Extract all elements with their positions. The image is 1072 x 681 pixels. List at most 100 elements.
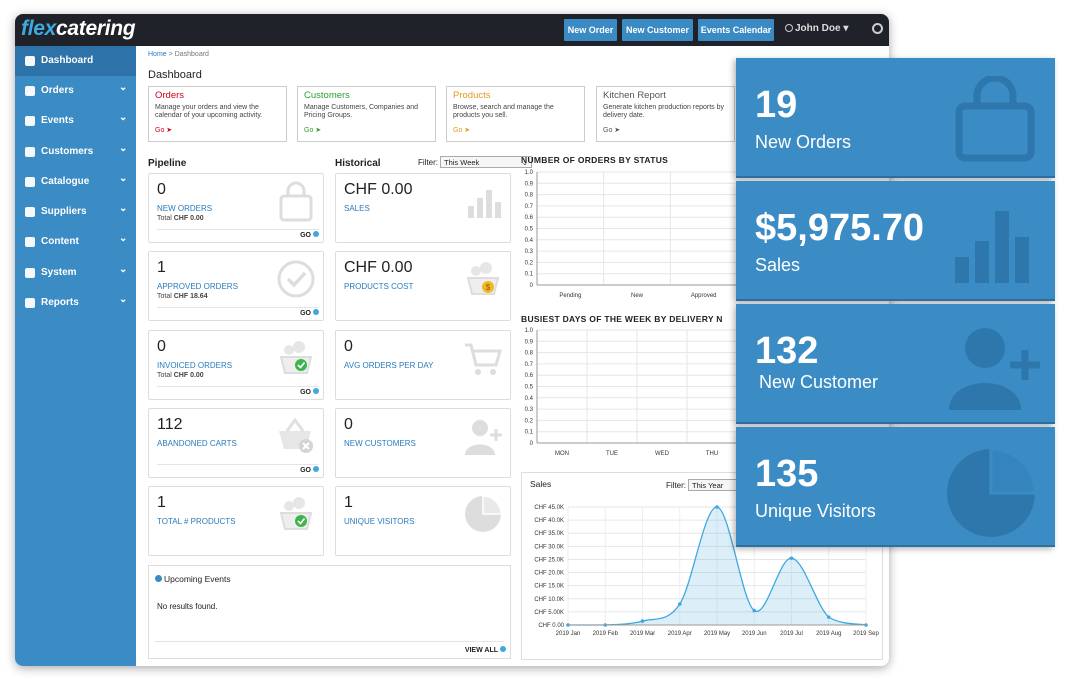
x-tick-label: 2019 Apr <box>668 631 692 637</box>
events-calendar-button[interactable]: Events Calendar <box>698 19 774 41</box>
y-tick-label: CHF 0.00 <box>538 623 564 629</box>
x-tick-label: 2019 Sep <box>853 631 879 637</box>
y-tick-label: 0.9 <box>525 339 534 345</box>
go-link[interactable]: GO <box>300 309 319 317</box>
food-basket-coin-icon: $ <box>466 262 500 295</box>
stat-card-abandoned-carts[interactable]: 112 ABANDONED CARTS GO <box>148 408 324 478</box>
stat-card-invoiced-orders[interactable]: 0 INVOICED ORDERS Total CHF 0.00 GO <box>148 330 324 400</box>
x-tick-label: Pending <box>559 293 581 299</box>
stat-card-products-cost[interactable]: CHF 0.00 PRODUCTS COST $ <box>335 251 511 321</box>
quick-card-customers[interactable]: Customers Manage Customers, Companies an… <box>297 86 436 142</box>
stat-value: 0 <box>344 416 353 433</box>
sidebar-item-suppliers[interactable]: Suppliers ⌄ <box>15 197 136 227</box>
sidebar-item-catalogue[interactable]: Catalogue ⌄ <box>15 167 136 197</box>
stat-card-unique-visitors[interactable]: 1 UNIQUE VISITORS <box>335 486 511 556</box>
user-menu[interactable]: John Doe ▾ <box>785 23 848 34</box>
y-tick-label: 0.3 <box>525 249 534 255</box>
y-tick-label: 0.5 <box>525 227 534 233</box>
go-link[interactable]: Go ➤ <box>304 126 322 134</box>
quick-card-products[interactable]: Products Browse, search and manage the p… <box>446 86 585 142</box>
x-tick-label: New <box>631 293 644 299</box>
x-tick-label: 2019 Jul <box>780 631 803 637</box>
new-customer-button[interactable]: New Customer <box>622 19 693 41</box>
sidebar-item-system[interactable]: System ⌄ <box>15 258 136 288</box>
overlay-value: 132 <box>755 330 819 372</box>
new-order-button[interactable]: New Order <box>564 19 617 41</box>
breadcrumb-current: Dashboard <box>174 51 209 58</box>
breadcrumb-home[interactable]: Home <box>148 51 167 58</box>
users-icon <box>25 147 35 157</box>
sidebar-item-orders[interactable]: Orders ⌄ <box>15 76 136 106</box>
svg-text:$: $ <box>486 283 491 292</box>
sales-filter-select[interactable]: This Year <box>688 479 738 491</box>
sidebar-item-content[interactable]: Content ⌄ <box>15 227 136 257</box>
y-tick-label: CHF 15.0K <box>534 584 564 590</box>
data-point <box>789 556 794 560</box>
user-icon <box>785 24 793 32</box>
stat-card-new-orders[interactable]: 0 NEW ORDERS Total CHF 0.00 GO <box>148 173 324 243</box>
stat-value: CHF 0.00 <box>344 259 413 276</box>
x-tick-label: 2019 May <box>704 631 730 637</box>
arrow-right-icon: ➤ <box>315 126 322 134</box>
x-tick-label: 2019 Jun <box>742 631 767 637</box>
stat-card-sales[interactable]: CHF 0.00 SALES <box>335 173 511 243</box>
y-tick-label: CHF 35.0K <box>534 531 564 537</box>
sales-chart-title: Sales <box>530 479 552 489</box>
y-tick-label: 0.5 <box>525 385 534 391</box>
stat-value: 0 <box>344 338 353 355</box>
bar-chart-icon <box>25 56 35 66</box>
go-link[interactable]: Go ➤ <box>155 126 173 134</box>
go-link[interactable]: Go ➤ <box>603 126 621 134</box>
divider <box>157 307 319 308</box>
quick-card-kitchen-report[interactable]: Kitchen Report Generate kitchen producti… <box>596 86 735 142</box>
data-point <box>640 619 645 623</box>
sidebar-item-customers[interactable]: Customers ⌄ <box>15 137 136 167</box>
y-tick-label: 0.3 <box>525 407 534 413</box>
sidebar-item-label: System <box>41 267 77 278</box>
chart-title-orders-by-status: NUMBER OF ORDERS BY STATUS <box>521 155 669 165</box>
breadcrumb: Home > Dashboard <box>148 51 209 58</box>
stat-total: Total CHF 0.00 <box>157 215 204 222</box>
overlay-value: 19 <box>755 84 798 126</box>
stat-label: PRODUCTS COST <box>344 282 414 291</box>
pipeline-heading: Pipeline <box>148 158 187 169</box>
globe-icon[interactable] <box>872 23 883 34</box>
stat-card-avg-orders[interactable]: 0 AVG ORDERS PER DAY <box>335 330 511 400</box>
historical-filter-select[interactable]: This Week ⌄ <box>440 156 532 168</box>
data-point <box>752 608 757 613</box>
sidebar-item-events[interactable]: Events ⌄ <box>15 106 136 136</box>
book-icon <box>25 177 35 187</box>
stat-card-approved-orders[interactable]: 1 APPROVED ORDERS Total CHF 18.64 GO <box>148 251 324 321</box>
go-link[interactable]: GO <box>300 466 319 474</box>
stat-value: 1 <box>157 259 166 276</box>
truck-icon <box>25 207 35 217</box>
stat-card-total-products[interactable]: 1 TOTAL # PRODUCTS <box>148 486 324 556</box>
quick-card-orders[interactable]: Orders Manage your orders and view the c… <box>148 86 287 142</box>
sidebar-item-reports[interactable]: Reports ⌄ <box>15 288 136 318</box>
y-tick-label: 1.0 <box>525 328 534 334</box>
quick-card-title: Kitchen Report <box>603 90 666 101</box>
logo[interactable]: flexcatering <box>21 17 136 40</box>
stat-card-new-customers[interactable]: 0 NEW CUSTOMERS <box>335 408 511 478</box>
view-all-link[interactable]: VIEW ALL <box>465 646 506 654</box>
y-tick-label: 0.8 <box>525 351 534 357</box>
go-link[interactable]: GO <box>300 388 319 396</box>
quick-card-text: Manage Customers, Companies and Pricing … <box>304 103 419 120</box>
food-basket-check-icon <box>279 341 313 374</box>
arrow-right-icon <box>313 309 319 315</box>
overlay-tile-unique-visitors: 135 Unique Visitors <box>736 427 1055 547</box>
y-tick-label: 0.9 <box>525 181 534 187</box>
go-link[interactable]: GO <box>300 231 319 239</box>
y-tick-label: 0.4 <box>525 238 534 244</box>
y-tick-label: 0.8 <box>525 193 534 199</box>
go-link[interactable]: Go ➤ <box>453 126 471 134</box>
shopping-bag-icon <box>279 181 313 222</box>
filter-label: Filter: <box>666 481 686 490</box>
sidebar-item-dashboard[interactable]: Dashboard <box>15 46 136 76</box>
stat-label: SALES <box>344 204 370 213</box>
overlay-label: New Orders <box>755 132 852 152</box>
circle-icon <box>155 575 162 582</box>
y-tick-label: 0.1 <box>525 272 534 278</box>
y-tick-label: 0.6 <box>525 215 534 221</box>
y-tick-label: 0.7 <box>525 204 534 210</box>
